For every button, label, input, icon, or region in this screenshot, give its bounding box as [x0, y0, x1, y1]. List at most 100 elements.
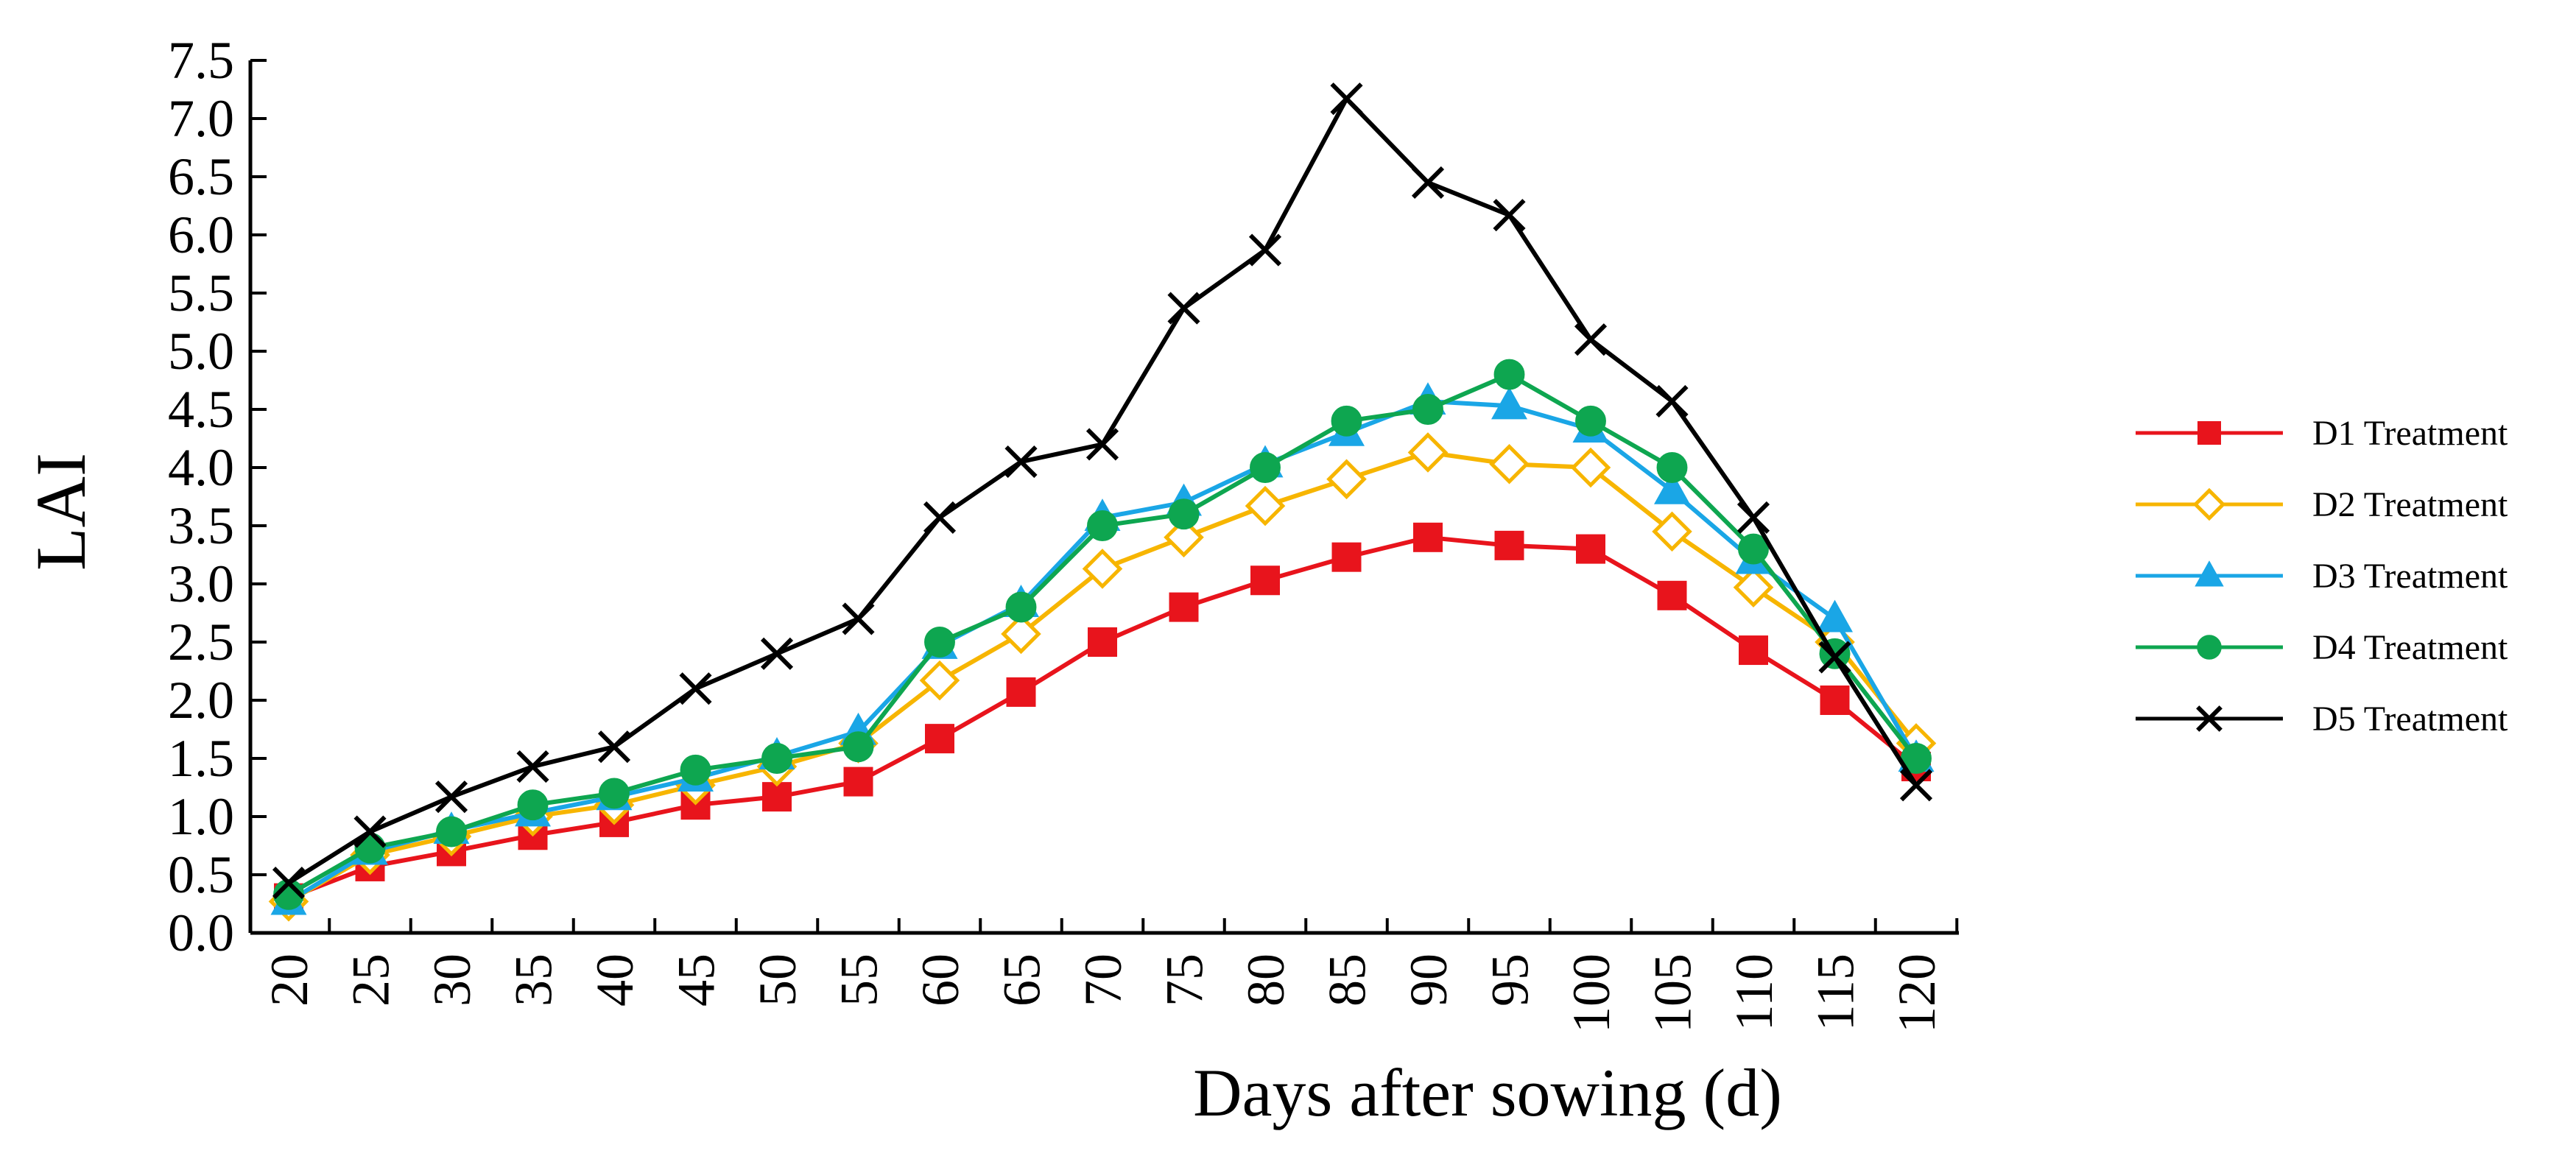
y-tick-label: 6.5: [168, 147, 234, 206]
x-tick-label: 105: [1644, 954, 1703, 1033]
point-stroke: [1655, 384, 1689, 418]
point-stroke: [1411, 166, 1445, 199]
point: [1652, 511, 1692, 552]
point: [1816, 599, 1854, 632]
point: [919, 660, 960, 701]
y-tick-label: 1.5: [168, 729, 234, 788]
x-tick-label: 85: [1318, 954, 1377, 1007]
x-tick-label: 70: [1074, 954, 1133, 1007]
y-tick-label: 4.5: [168, 380, 234, 439]
point: [1082, 549, 1123, 589]
y-tick-label: 6.0: [168, 205, 234, 264]
point: [597, 730, 631, 764]
axes: 0.00.51.01.52.02.53.03.54.04.55.05.56.06…: [168, 31, 1959, 1033]
point: [760, 637, 794, 670]
point: [1168, 498, 1200, 530]
point: [353, 815, 387, 848]
point: [1575, 405, 1606, 437]
point-stroke: [272, 866, 306, 900]
legend-item: D4 Treatment: [2136, 628, 2508, 667]
x-tick-label: 95: [1481, 954, 1540, 1007]
point: [1655, 384, 1689, 418]
point: [762, 782, 792, 812]
series-d4-treatment: [273, 359, 1932, 910]
point-stroke: [1248, 233, 1282, 267]
point: [517, 789, 549, 821]
point: [1087, 510, 1118, 541]
point: [1245, 485, 1286, 526]
y-tick-label: 3.0: [168, 554, 234, 613]
legend-item: D1 Treatment: [2136, 414, 2508, 453]
y-tick-label: 1.0: [168, 787, 234, 846]
legend-label: D3 Treatment: [2312, 557, 2508, 596]
point: [599, 778, 630, 809]
point: [1164, 517, 1204, 558]
legend-label: D4 Treatment: [2312, 628, 2508, 667]
point-stroke: [353, 815, 387, 848]
y-tick-label: 2.0: [168, 671, 234, 730]
point: [1250, 452, 1281, 483]
point: [923, 501, 957, 535]
point: [436, 816, 467, 847]
y-axis-title: LAI: [21, 453, 100, 571]
point: [1818, 641, 1851, 674]
point: [2196, 705, 2223, 732]
point: [2197, 635, 2222, 660]
x-tick-label: 65: [993, 954, 1052, 1007]
point-stroke: [1818, 641, 1851, 674]
point: [2192, 487, 2226, 521]
point: [1899, 769, 1933, 802]
x-tick-label: 55: [830, 954, 889, 1007]
point: [680, 754, 711, 786]
point: [1489, 443, 1530, 484]
point: [1001, 613, 1041, 655]
x-tick-label: 25: [342, 954, 401, 1007]
axis-labels: Days after sowing (d) LAI: [21, 453, 1782, 1130]
point-stroke: [516, 750, 549, 783]
point-stroke: [1004, 445, 1038, 479]
point: [1494, 530, 1524, 560]
x-tick-label: 110: [1725, 954, 1784, 1031]
point: [1491, 387, 1528, 420]
point: [843, 767, 873, 797]
point: [1576, 534, 1605, 564]
point: [842, 602, 875, 635]
point: [1167, 292, 1200, 325]
point-stroke: [1899, 769, 1933, 802]
x-tick-label: 40: [585, 954, 644, 1007]
y-tick-label: 7.5: [168, 31, 234, 90]
point: [1006, 677, 1036, 707]
x-tick-label: 115: [1806, 954, 1865, 1031]
point: [2197, 421, 2221, 445]
x-tick-label: 120: [1887, 954, 1946, 1033]
legend-item: D5 Treatment: [2136, 699, 2508, 739]
point: [1574, 323, 1608, 356]
point-stroke: [2196, 705, 2223, 732]
point: [1330, 82, 1363, 116]
x-tick-label: 75: [1155, 954, 1214, 1007]
point: [1657, 580, 1687, 610]
point-stroke: [1167, 292, 1200, 325]
point: [1653, 471, 1691, 504]
y-tick-label: 0.0: [168, 903, 234, 962]
point: [1412, 394, 1443, 425]
point-stroke: [1330, 82, 1363, 116]
y-tick-label: 0.5: [168, 845, 234, 904]
point: [272, 866, 306, 900]
point: [1736, 501, 1770, 535]
point: [2195, 560, 2224, 587]
point-stroke: [434, 780, 468, 814]
point: [1004, 445, 1038, 479]
point-stroke: [679, 672, 712, 705]
y-tick-label: 5.0: [168, 322, 234, 381]
point-stroke: [1736, 501, 1770, 535]
point: [516, 750, 549, 783]
point: [1326, 459, 1367, 500]
series-d5-treatment: [272, 82, 1933, 900]
point: [1656, 452, 1688, 483]
point: [679, 672, 712, 705]
point: [925, 724, 954, 754]
y-tick-label: 3.5: [168, 496, 234, 555]
y-tick-label: 4.0: [168, 438, 234, 497]
